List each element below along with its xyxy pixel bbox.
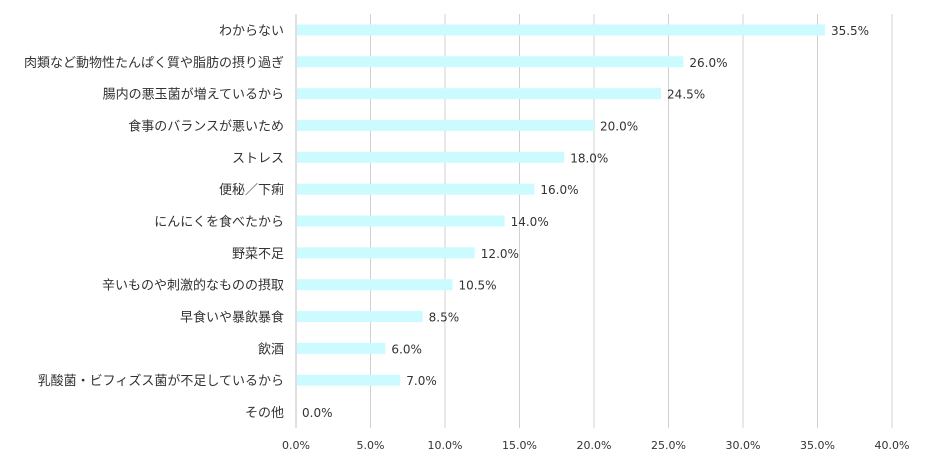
category-label: にんにくを食べたから [154, 214, 284, 230]
x-tick-label: 30.0% [726, 439, 761, 452]
data-label: 35.5% [831, 24, 869, 38]
category-label: 腸内の悪玉菌が増えているから [103, 87, 284, 103]
bar [297, 151, 565, 163]
data-label: 6.0% [391, 342, 422, 356]
data-label: 10.5% [458, 279, 496, 293]
category-label: わからない [219, 24, 284, 39]
data-label: 20.0% [600, 119, 638, 133]
x-tick-label: 35.0% [800, 439, 835, 452]
category-label: ストレス [232, 151, 284, 166]
data-label: 7.0% [406, 374, 437, 388]
data-label: 14.0% [511, 215, 549, 229]
x-tick-label: 20.0% [577, 439, 612, 452]
category-label: 乳酸菌・ビフィズス菌が不足しているから [38, 373, 284, 389]
bar [297, 183, 535, 195]
category-label: その他 [245, 406, 284, 421]
bar [297, 342, 386, 354]
category-label: 食事のバランスが悪いため [128, 118, 284, 134]
bar [297, 88, 662, 100]
bar [297, 247, 475, 259]
category-label: 飲酒 [258, 341, 284, 357]
category-label: 早食いや暴飲暴食 [180, 310, 284, 326]
bar [297, 374, 401, 386]
category-label: 辛いものや刺激的なものの摂取 [102, 278, 284, 294]
data-label: 8.5% [429, 311, 460, 325]
bar [297, 279, 453, 291]
data-label: 18.0% [570, 151, 608, 165]
data-label: 16.0% [540, 183, 578, 197]
x-tick-label: 25.0% [651, 439, 686, 452]
x-tick-label: 5.0% [357, 439, 385, 452]
x-tick-label: 15.0% [502, 439, 537, 452]
category-label: 野菜不足 [232, 247, 284, 262]
data-label: 24.5% [667, 88, 705, 102]
x-tick-label: 0.0% [282, 439, 310, 452]
data-label: 26.0% [689, 56, 727, 70]
bar [297, 311, 423, 323]
bar [297, 56, 684, 68]
x-tick-label: 40.0% [875, 439, 910, 452]
data-label: 0.0% [302, 406, 333, 420]
bar [297, 24, 825, 36]
data-label: 12.0% [481, 247, 519, 261]
bar [297, 119, 594, 131]
bar [297, 215, 505, 227]
category-label: 肉類など動物性たんぱく質や脂肪の摂り過ぎ [24, 55, 284, 71]
category-label: 便秘／下痢 [219, 182, 284, 198]
x-tick-label: 10.0% [428, 439, 463, 452]
